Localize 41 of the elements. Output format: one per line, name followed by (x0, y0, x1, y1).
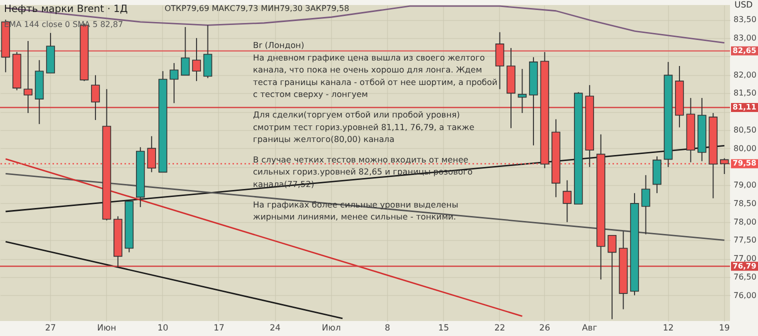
candlestick (192, 38, 201, 82)
x-tick-label: Июл (322, 324, 341, 334)
y-tick-label: 77,00 (734, 254, 756, 264)
x-tick-label: Июн (97, 324, 116, 334)
x-tick-label: 8 (384, 324, 390, 334)
annotation: Br (Лондон) На дневном графике цена вышла из своего желтого канала, что пока не очень хорошо для лонга. Ждем теста границы канала - отбой от нее шортим, а пробой с тестом сверху - лонгуем (253, 40, 498, 100)
y-tick-label: 80,00 (734, 144, 756, 153)
candlestick (91, 74, 100, 121)
y-axis-title: USD (734, 0, 754, 10)
y-tick-label: 78,50 (734, 198, 756, 208)
y-tick-label: 81,50 (734, 88, 756, 98)
y-tick-label: 77,50 (734, 236, 756, 245)
x-tick-label: 22 (494, 324, 506, 334)
x-tick-label: Авг (582, 324, 598, 334)
x-tick-label: 17 (214, 324, 224, 334)
y-tick-label: 76,50 (734, 272, 756, 282)
x-tick-label: 10 (157, 324, 168, 334)
y-tick-label: 83,50 (734, 15, 756, 24)
x-tick-label: 15 (438, 324, 450, 334)
candlestick (170, 62, 178, 104)
y-tick-label: 79,00 (734, 180, 756, 190)
candlestick (518, 68, 527, 114)
candlestick (562, 180, 572, 223)
candlestick (608, 234, 616, 320)
y-tick-label: 80,50 (734, 125, 756, 134)
candlestick (24, 40, 32, 114)
x-tick-label: 24 (270, 324, 281, 334)
candlestick (495, 32, 504, 90)
chart-subtitle: ОТКР79,69 МАКС79,73 МИН79,30 ЗАКР79,58 (164, 4, 350, 13)
y-tick-label: 76,00 (734, 290, 756, 300)
x-tick-label: 26 (539, 324, 550, 334)
x-tick-label: 12 (662, 324, 674, 334)
candlestick (180, 26, 190, 76)
annotation: Для сделки(торгуем отбой или пробой уровня) смотрим тест гориз.уровней 81,11, 76,79, а также границы желтого(80,00) канала (253, 110, 474, 144)
y-tick-label: 83,00 (734, 34, 756, 43)
y-tick-label: 82,00 (734, 70, 756, 80)
y-tick-label: 78,00 (734, 217, 756, 226)
candlestick (203, 24, 212, 79)
x-tick-label: 27 (45, 324, 56, 334)
x-tick-label: 19 (718, 324, 730, 334)
candlestick (641, 174, 650, 235)
